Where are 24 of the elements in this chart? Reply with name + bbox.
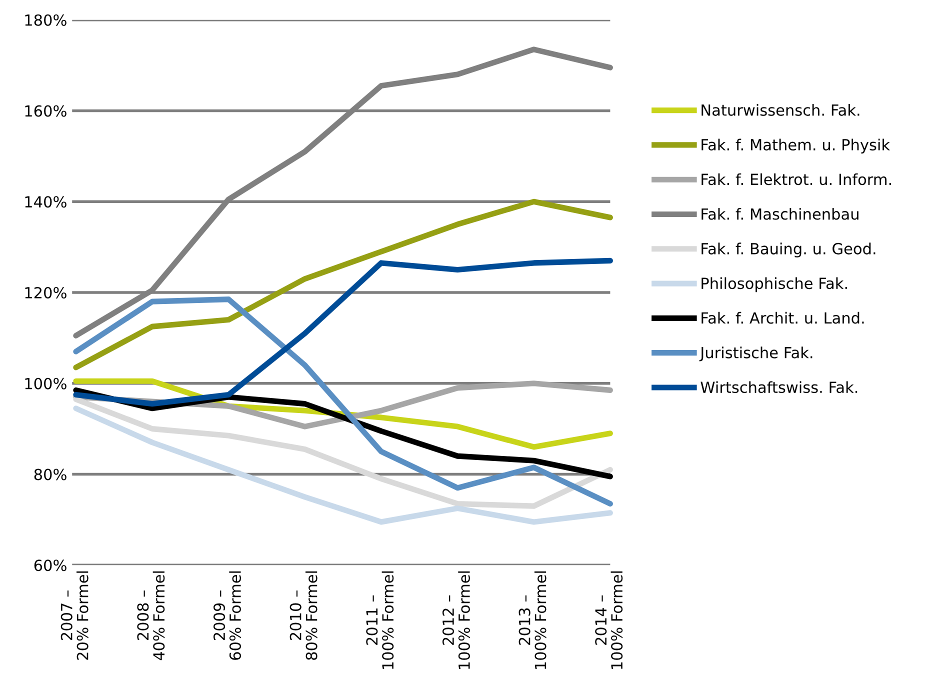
x-tick-label: 2011 – 100% Formel (366, 571, 394, 669)
legend-label: Fak. f. Archit. u. Land. (702, 312, 864, 324)
y-tick-label: 140% (25, 196, 66, 208)
legend-label: Fak. f. Elektrot. u. Inform. (702, 173, 891, 186)
x-tick-label: 2009 – 60% Formel (213, 571, 241, 660)
y-tick-label: 160% (25, 105, 66, 117)
x-tick-label: 2008 – 40% Formel (137, 571, 165, 660)
y-tick-label: 60% (34, 560, 66, 572)
x-tick-label: 2007 – 20% Formel (60, 571, 88, 660)
legend-label: Naturwissensch. Fak. (702, 104, 860, 116)
y-tick-label: 80% (34, 468, 66, 480)
legend-label: Fak. f. Mathem. u. Physik (702, 138, 890, 154)
x-tick-label: 2010 – 80% Formel (290, 571, 318, 660)
y-tick-label: 180% (25, 14, 66, 26)
legend-label: Fak. f. Maschinenbau (702, 208, 858, 220)
y-tick-label: 120% (25, 286, 66, 299)
legend-label: Juristische Fak. (699, 346, 812, 362)
legend-label: Fak. f. Bauing. u. Geod. (702, 242, 876, 258)
legend-label: Philosophische Fak. (702, 277, 847, 292)
legend-label: Wirtschaftswiss. Fak. (700, 381, 858, 394)
x-tick-label: 2012 – 100% Formel (442, 571, 470, 669)
x-tick-label: 2014 – 100% Formel (595, 571, 623, 669)
x-tick-label: 2013 – 100% Formel (518, 571, 546, 669)
y-tick-label: 100% (25, 378, 66, 390)
